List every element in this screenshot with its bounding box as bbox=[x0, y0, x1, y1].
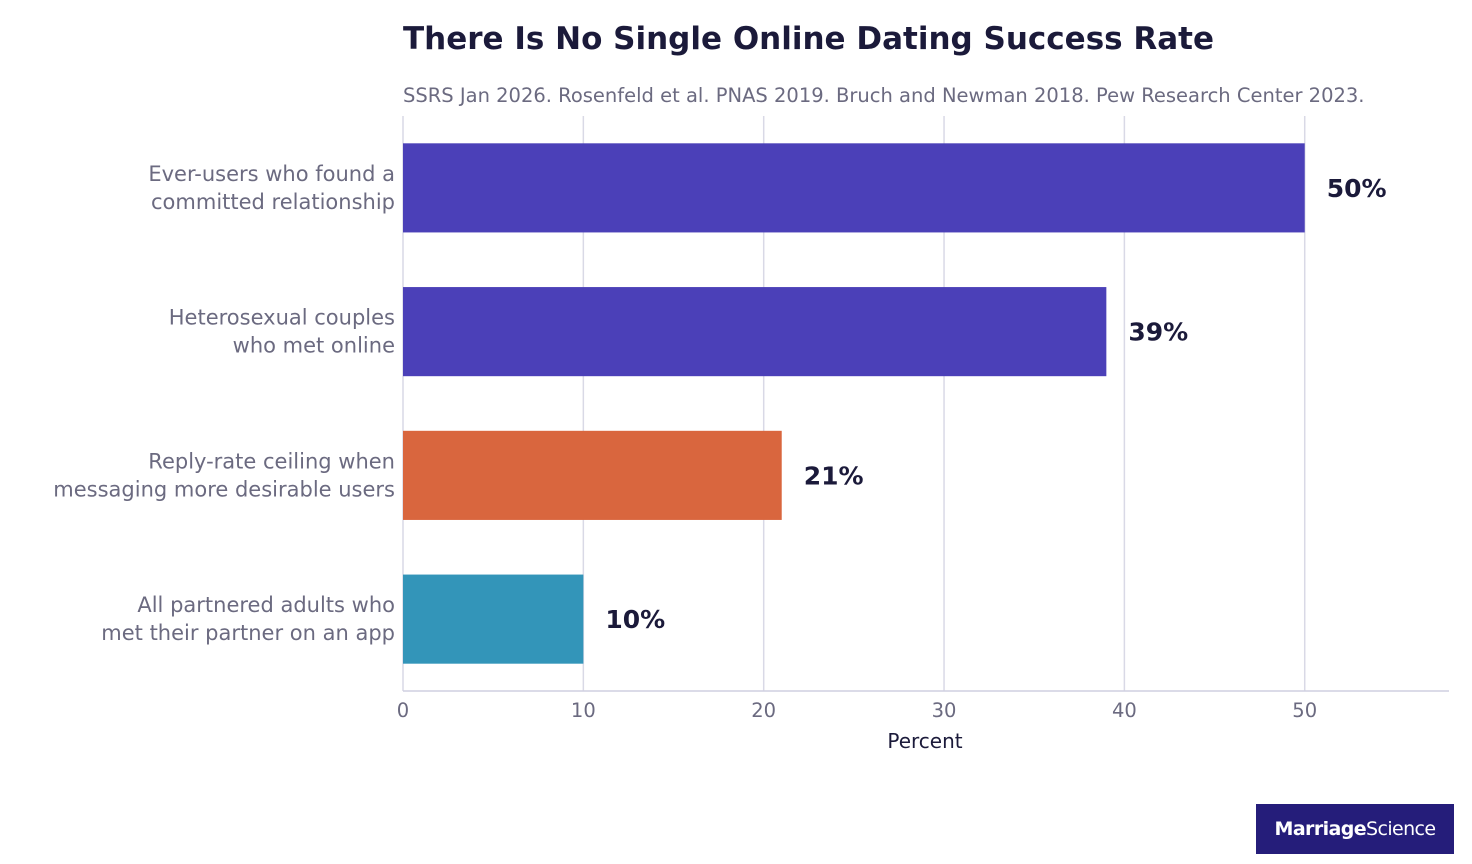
category-label: committed relationship bbox=[151, 190, 395, 214]
x-tick-label: 20 bbox=[751, 699, 776, 722]
bars bbox=[403, 143, 1305, 664]
x-tick-label: 10 bbox=[571, 699, 596, 722]
bar bbox=[403, 143, 1305, 233]
category-labels: Ever-users who found a committed relation… bbox=[53, 162, 395, 645]
x-tick-label: 30 bbox=[932, 699, 957, 722]
marriagescience-logo: Marriage Science bbox=[1256, 804, 1454, 854]
logo-part-science: Science bbox=[1366, 818, 1436, 840]
category-label: Ever-users who found a bbox=[148, 162, 395, 186]
value-label: 21% bbox=[804, 461, 864, 490]
bar bbox=[403, 430, 782, 520]
chart-title: There Is No Single Online Dating Success… bbox=[403, 21, 1214, 57]
category-label: Reply-rate ceiling when bbox=[148, 449, 395, 473]
category-label: All partnered adults who bbox=[137, 593, 395, 617]
value-labels: 50% 39% 21% 10% bbox=[605, 174, 1386, 634]
bar bbox=[403, 287, 1107, 377]
x-tick-labels: 0 10 20 30 40 50 bbox=[397, 699, 1317, 722]
value-label: 50% bbox=[1327, 174, 1387, 203]
value-label: 39% bbox=[1128, 318, 1188, 347]
category-label: messaging more desirable users bbox=[53, 477, 395, 501]
x-axis-label: Percent bbox=[887, 729, 962, 753]
logo-part-marriage: Marriage bbox=[1274, 818, 1367, 840]
bar bbox=[403, 574, 584, 664]
chart-subtitle: SSRS Jan 2026. Rosenfeld et al. PNAS 201… bbox=[403, 84, 1365, 107]
category-label: Heterosexual couples bbox=[169, 306, 395, 330]
category-label: who met online bbox=[233, 334, 395, 358]
value-label: 10% bbox=[605, 605, 665, 634]
x-tick-label: 40 bbox=[1112, 699, 1137, 722]
x-tick-label: 0 bbox=[397, 699, 409, 722]
x-tick-label: 50 bbox=[1292, 699, 1317, 722]
category-label: met their partner on an app bbox=[101, 621, 395, 645]
